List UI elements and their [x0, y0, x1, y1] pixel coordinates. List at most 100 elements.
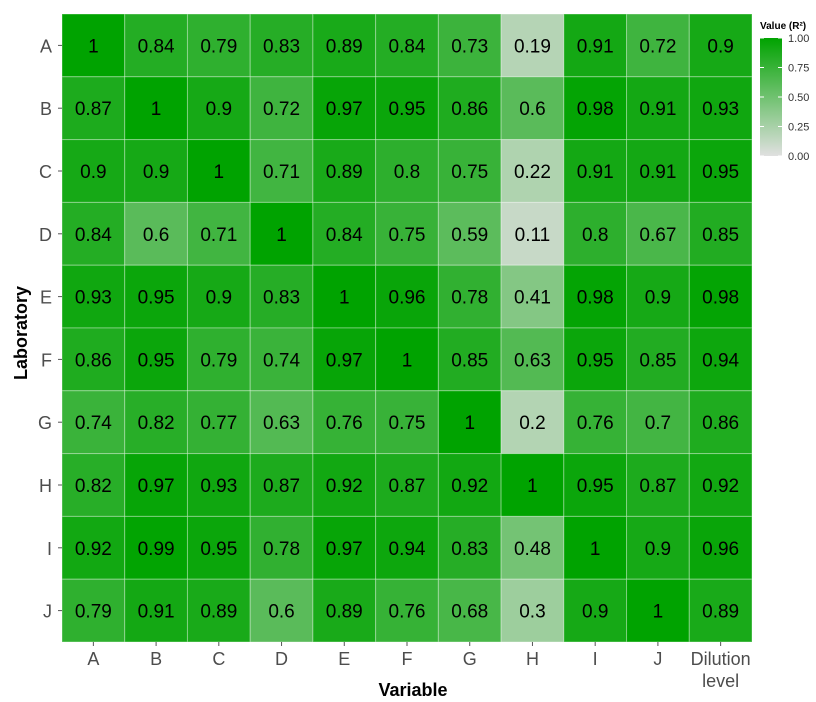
heatmap-cell-label: 0.84 [389, 36, 426, 57]
heatmap-cell-label: 1 [88, 36, 99, 57]
heatmap-cell-label: 0.91 [639, 162, 676, 183]
heatmap-cell [437, 390, 502, 455]
heatmap-cell [61, 76, 126, 141]
heatmap-cell [688, 578, 753, 643]
y-tick-label: H [39, 476, 52, 496]
heatmap-cell [186, 13, 251, 78]
heatmap-cell-label: 1 [464, 413, 475, 434]
heatmap-cell [688, 453, 753, 517]
heatmap-cell [437, 139, 502, 203]
heatmap-cell [688, 327, 753, 392]
heatmap-cell [186, 201, 251, 266]
heatmap-cell-label: 0.9 [707, 36, 733, 57]
heatmap-cell-label: 0.9 [206, 99, 232, 120]
heatmap-cell [375, 139, 439, 203]
heatmap-cell [186, 139, 251, 203]
heatmap-cell-label: 0.2 [519, 413, 545, 434]
y-tick-label: E [40, 288, 52, 308]
heatmap-cell-label: 0.9 [206, 288, 232, 309]
heatmap-cell [124, 453, 188, 517]
heatmap-cell-label: 0.84 [138, 36, 175, 57]
heatmap-cell-label: 0.75 [389, 225, 426, 246]
heatmap-cell [626, 264, 690, 329]
heatmap-cell-label: 0.6 [519, 99, 545, 120]
heatmap-cell [186, 390, 251, 455]
x-tick-label: G [463, 649, 477, 669]
heatmap-cell [563, 515, 628, 580]
heatmap-cell-label: 0.95 [200, 539, 237, 560]
heatmap-cell-label: 0.84 [326, 225, 363, 246]
heatmap-cell-label: 0.8 [394, 162, 420, 183]
heatmap-cell-label: 0.75 [451, 162, 488, 183]
heatmap-cell [626, 515, 690, 580]
y-tick-label: I [47, 539, 52, 559]
heatmap-cell [124, 201, 188, 266]
heatmap-cell [186, 76, 251, 141]
heatmap-cell-label: 0.67 [639, 225, 676, 246]
heatmap-cell-label: 0.87 [75, 99, 112, 120]
heatmap-cell [688, 201, 753, 266]
heatmap-cell [626, 390, 690, 455]
y-axis-ticks: A B C D E F G H I J [38, 36, 62, 622]
heatmap-cell [61, 327, 126, 392]
heatmap-cell-label: 0.48 [514, 539, 551, 560]
x-tick-label: I [593, 649, 598, 669]
x-axis-title: Variable [378, 680, 447, 697]
heatmap-cell [500, 453, 565, 517]
heatmap-cell-label: 0.76 [577, 413, 614, 434]
heatmap-cell [375, 76, 439, 141]
heatmap-cell-label: 0.86 [702, 413, 739, 434]
heatmap-cell-label: 0.76 [326, 413, 363, 434]
heatmap-cell [437, 76, 502, 141]
heatmap-cell-label: 0.91 [577, 36, 614, 57]
heatmap-cell-label: 0.96 [389, 288, 426, 309]
heatmap-cell-label: 0.72 [639, 36, 676, 57]
heatmap-cell [688, 13, 753, 78]
heatmap-cell-label: 0.93 [75, 288, 112, 309]
legend-colorbar [760, 38, 782, 156]
heatmap-cell-label: 0.78 [451, 288, 488, 309]
heatmap-cell-label: 0.85 [639, 350, 676, 371]
heatmap-cell-label: 0.92 [326, 476, 363, 497]
heatmap-cell [124, 13, 188, 78]
heatmap-cell [312, 201, 377, 266]
heatmap-cell [375, 390, 439, 455]
heatmap-cell-label: 1 [590, 539, 601, 560]
heatmap-cell [61, 201, 126, 266]
heatmap-cell-label: 0.76 [389, 602, 426, 623]
legend-ticks: 1.00 0.75 0.50 0.25 0.00 [760, 33, 809, 163]
heatmap-cell-label: 0.74 [263, 350, 300, 371]
y-tick-label: D [39, 225, 52, 245]
heatmap-cell-label: 0.63 [514, 350, 551, 371]
heatmap-cell-label: 0.95 [577, 476, 614, 497]
y-tick-label: F [41, 350, 52, 370]
heatmap-cell-label: 1 [402, 350, 413, 371]
heatmap-cell-label: 0.59 [451, 225, 488, 246]
heatmap-cell-label: 0.87 [263, 476, 300, 497]
heatmap-cell [563, 139, 628, 203]
heatmap-cell-label: 1 [653, 602, 664, 623]
heatmap-cells [61, 13, 753, 643]
heatmap-cell [312, 453, 377, 517]
heatmap-cell [375, 578, 439, 643]
heatmap-cell [688, 515, 753, 580]
heatmap-cell-label: 0.82 [75, 476, 112, 497]
heatmap-cell-label: 0.95 [138, 288, 175, 309]
heatmap-cell-label: 0.92 [702, 476, 739, 497]
heatmap-cell [312, 139, 377, 203]
heatmap-cell-label: 1 [339, 288, 350, 309]
x-tick-label: J [653, 649, 662, 669]
heatmap-cell [61, 515, 126, 580]
heatmap-cell [61, 13, 126, 78]
heatmap-cell [249, 13, 314, 78]
heatmap-cell-label: 0.9 [582, 602, 608, 623]
heatmap-cell [500, 578, 565, 643]
heatmap-cell-label: 1 [276, 225, 287, 246]
heatmap-cell-label: 0.78 [263, 539, 300, 560]
heatmap-cell [563, 76, 628, 141]
heatmap-cell-label: 0.98 [577, 288, 614, 309]
x-tick-label: A [87, 649, 99, 669]
heatmap-cell-label: 0.85 [702, 225, 739, 246]
y-tick-label: A [40, 36, 52, 56]
